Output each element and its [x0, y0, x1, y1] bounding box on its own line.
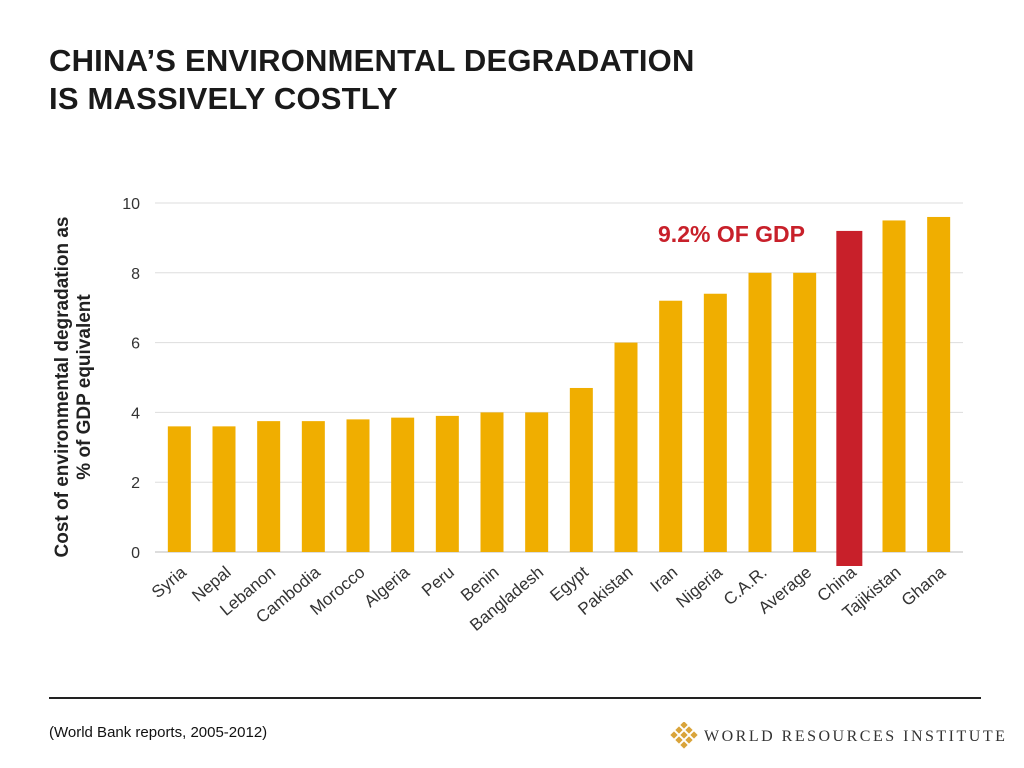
slide-title-line-1: CHINA’S ENVIRONMENTAL DEGRADATION [49, 43, 695, 78]
bar-morocco [346, 419, 370, 552]
bar-egypt [569, 387, 593, 552]
bar-chart: 0246810SyriaNepalLebanonCambodiaMoroccoA… [122, 196, 963, 635]
x-tick-label: Ghana [898, 562, 950, 610]
slide-title: CHINA’S ENVIRONMENTAL DEGRADATION IS MAS… [49, 42, 695, 118]
bar-china [836, 230, 863, 567]
slide-title-line-2: IS MASSIVELY COSTLY [49, 81, 398, 116]
logo-diamond [675, 736, 683, 744]
bar-syria [167, 426, 191, 552]
source-note: (World Bank reports, 2005-2012) [49, 724, 268, 741]
bar-benin [480, 412, 504, 552]
bar-ghana [927, 216, 951, 552]
logo-diamond [685, 726, 693, 734]
bar-nepal [212, 426, 236, 552]
x-tick-label: Nigeria [672, 562, 726, 612]
bar-algeria [391, 417, 415, 552]
bar-nigeria [703, 293, 727, 552]
y-tick-label: 0 [131, 545, 140, 562]
bar-peru [435, 415, 459, 552]
bar-cambodia [301, 421, 325, 552]
bar-average [793, 272, 817, 552]
wri-lattice-logo-icon [670, 722, 698, 749]
wri-logo-text: WORLD RESOURCES INSTITUTE [704, 728, 1008, 745]
bar-bangladesh [525, 412, 549, 552]
bar-iran [659, 300, 683, 552]
logo-diamond [680, 731, 688, 739]
y-tick-label: 2 [131, 475, 140, 492]
footer-divider [49, 697, 981, 699]
logo-diamond [680, 741, 688, 749]
x-tick-label: Iran [647, 563, 682, 596]
x-tick-label: Syria [148, 562, 190, 602]
bar-tajikistan [882, 220, 906, 552]
x-tick-label: Peru [418, 563, 458, 601]
bar-pakistan [614, 342, 638, 552]
bar-c-a-r [748, 272, 772, 552]
logo-diamond [675, 726, 683, 734]
y-tick-label: 10 [122, 196, 140, 213]
logo-diamond [685, 736, 693, 744]
bar-lebanon [257, 421, 281, 552]
logo-diamond [690, 731, 698, 739]
y-tick-label: 4 [131, 405, 140, 422]
x-tick-label: Algeria [360, 562, 413, 611]
china-annotation: 9.2% OF GDP [658, 221, 805, 247]
logo-diamond [670, 731, 678, 739]
y-tick-label: 6 [131, 336, 140, 353]
y-tick-label: 8 [131, 266, 140, 283]
logo-diamond [680, 722, 688, 729]
